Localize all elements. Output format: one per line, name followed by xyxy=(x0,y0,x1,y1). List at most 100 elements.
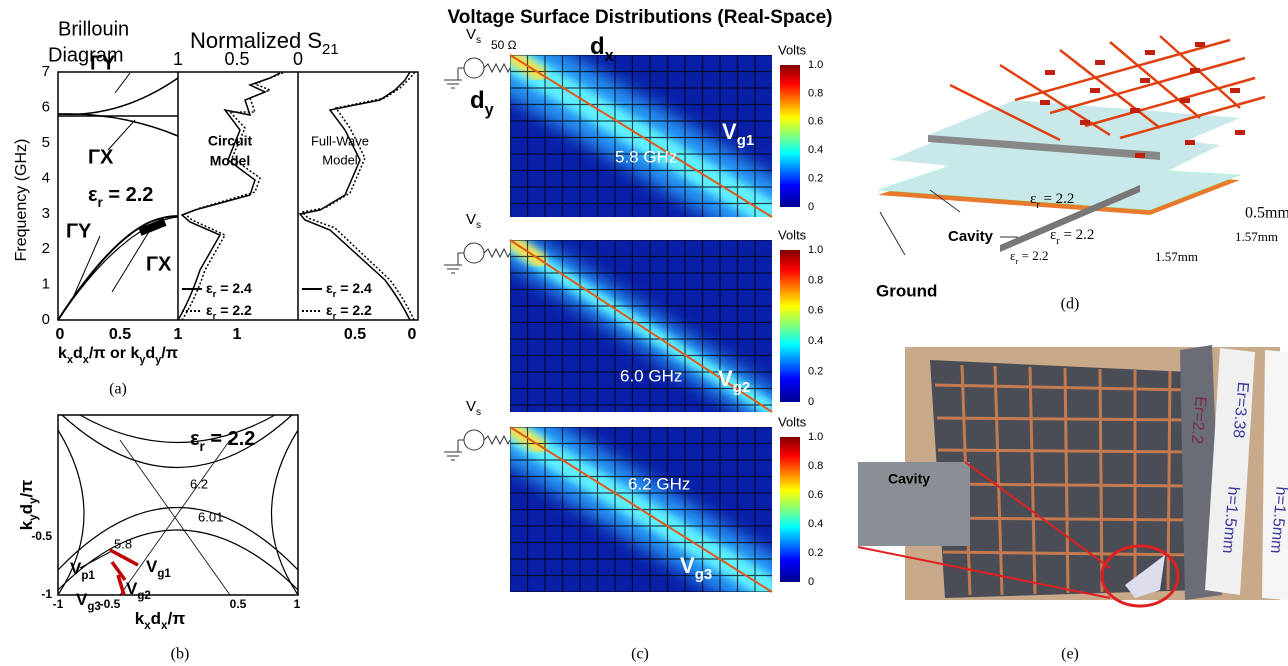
label: -1 xyxy=(41,587,52,601)
label: 1.0 xyxy=(808,431,823,443)
label: 1.57mm xyxy=(1155,249,1198,264)
label-part: V xyxy=(126,579,138,598)
label-part: d xyxy=(17,504,36,514)
label-part: V xyxy=(70,559,82,578)
label: (b) xyxy=(171,646,190,663)
label: Vs xyxy=(466,211,481,231)
label-part: 21 xyxy=(322,41,339,58)
label: (c) xyxy=(631,646,649,663)
label: 0 xyxy=(56,326,65,343)
label: Model xyxy=(322,152,358,167)
label-part: = 2.4 xyxy=(216,280,252,296)
label-part: /π xyxy=(167,609,185,628)
label: 1 xyxy=(233,326,242,343)
label-part: = 2.4 xyxy=(336,280,372,296)
label: 5.8 xyxy=(114,536,132,551)
label: 0.8 xyxy=(808,87,823,99)
label: ΓY xyxy=(90,52,116,74)
label: Vs xyxy=(466,26,481,46)
source xyxy=(444,436,510,460)
label: 6.2 GHz xyxy=(628,474,690,493)
label: Model xyxy=(210,153,250,169)
label: 0.6 xyxy=(808,489,823,501)
label: 0.5 xyxy=(224,49,249,69)
arrow xyxy=(80,552,110,568)
contour xyxy=(62,415,292,468)
label: 0.2 xyxy=(808,547,823,559)
label: ΓY xyxy=(66,220,92,242)
label: Volts xyxy=(778,227,807,242)
label: 0 xyxy=(808,201,814,213)
label-part: V xyxy=(76,590,88,609)
label: 1 xyxy=(294,597,301,611)
label: εr = 2.2 xyxy=(1050,227,1094,246)
label: 0.6 xyxy=(808,305,823,317)
label-part: V xyxy=(466,26,476,43)
source xyxy=(464,58,484,78)
label-part: d xyxy=(145,345,155,362)
label: εr = 2.2 xyxy=(326,302,372,322)
label: Voltage Surface Distributions (Real-Spac… xyxy=(447,7,832,28)
label: kxdx/π xyxy=(135,609,185,632)
label: 0.4 xyxy=(808,335,823,347)
label-part: = 2.2 xyxy=(1018,248,1048,263)
label: Volts xyxy=(778,42,807,57)
label-part: x xyxy=(605,47,614,65)
label-part: s xyxy=(476,407,481,418)
label: -0.5 xyxy=(100,597,121,611)
label-part: d xyxy=(470,87,485,114)
label: dy xyxy=(470,87,494,119)
label: 50 Ω xyxy=(491,38,517,52)
label: Volts xyxy=(778,414,807,429)
label-part: ε xyxy=(190,428,200,450)
label-part: p1 xyxy=(81,570,95,582)
label: 7 xyxy=(42,63,50,80)
label: 0.5 xyxy=(109,326,131,343)
label: Full-Wave xyxy=(311,133,369,148)
panel-b xyxy=(58,415,298,595)
source xyxy=(444,64,510,88)
label: Vg3 xyxy=(76,590,101,613)
label-part: g1 xyxy=(737,132,754,149)
label: 3 xyxy=(42,205,50,222)
label: 1.0 xyxy=(808,59,823,71)
source xyxy=(464,430,484,450)
tag xyxy=(1262,350,1288,600)
colorbar xyxy=(780,250,800,402)
label-part: /π xyxy=(161,345,178,362)
label: 4 xyxy=(42,169,50,186)
label: (e) xyxy=(1061,646,1079,663)
label: 6.01 xyxy=(198,509,223,524)
label-part: g1 xyxy=(157,568,171,580)
label-part: g3 xyxy=(695,566,712,583)
label-part: d xyxy=(590,33,605,60)
label: 0.5 xyxy=(230,597,247,611)
label-part: V xyxy=(722,119,737,144)
label: 1 xyxy=(173,49,183,69)
label-part: /π xyxy=(17,480,36,498)
figure: Voltage Surface Distributions (Real-Spac… xyxy=(0,0,1288,666)
label-part: V xyxy=(466,211,476,228)
label-part: = 2.2 xyxy=(103,184,154,206)
label: Vs xyxy=(466,398,481,418)
label: 0 xyxy=(808,576,814,588)
label: ΓX xyxy=(88,146,114,168)
label: 1 xyxy=(42,276,50,293)
label-part: k xyxy=(58,345,67,362)
band-curve xyxy=(58,78,178,114)
label: 0.8 xyxy=(808,460,823,472)
label: 0.5 xyxy=(344,326,366,343)
label: ΓX xyxy=(146,253,172,275)
label: εr = 2.4 xyxy=(326,280,372,300)
label: -1 xyxy=(53,597,64,611)
panel-d xyxy=(878,36,1265,255)
label: Normalized S21 xyxy=(190,28,339,59)
label-part: = 2.2 xyxy=(216,302,252,318)
label: 0.8 xyxy=(808,274,823,286)
label: Vg1 xyxy=(146,557,171,580)
label: 6.0 GHz xyxy=(620,366,682,385)
label-part: V xyxy=(680,553,695,578)
label-part: s xyxy=(476,35,481,46)
label-part: V xyxy=(146,557,158,576)
band-curve xyxy=(58,114,178,136)
